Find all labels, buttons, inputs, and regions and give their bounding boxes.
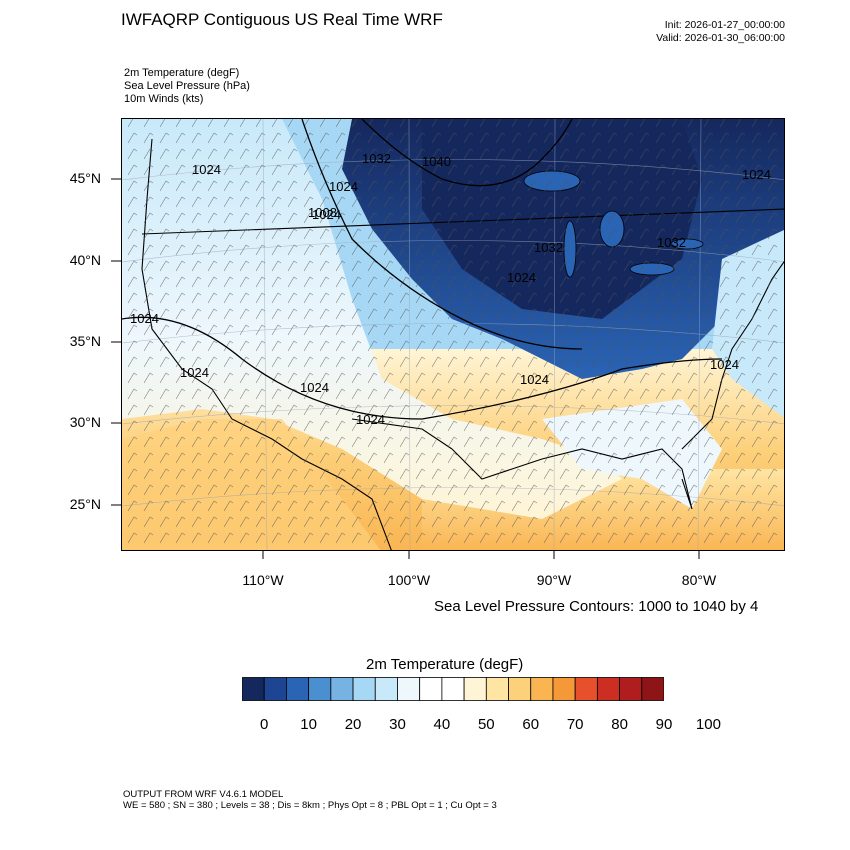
colorbar-label: 10 xyxy=(300,716,317,733)
colorbar-label: 70 xyxy=(566,716,584,733)
valid-time: Valid: 2026-01-30_06:00:00 xyxy=(656,32,785,44)
contour-label: 1024 xyxy=(742,167,771,182)
colorbar-cell xyxy=(463,677,487,701)
lon-label-90w: 90°W xyxy=(536,572,572,588)
colorbar-label: 80 xyxy=(611,716,628,733)
colorbar-label: 100 xyxy=(695,716,721,733)
colorbar-cell xyxy=(352,677,376,701)
colorbar-label: 90 xyxy=(655,716,673,733)
svg-text:1024: 1024 xyxy=(520,372,549,387)
svg-text:1024: 1024 xyxy=(312,207,341,222)
svg-text:1032: 1032 xyxy=(657,235,686,250)
colorbar-cell xyxy=(242,677,265,701)
svg-text:1024: 1024 xyxy=(300,380,329,395)
contour-label: 1024 xyxy=(329,179,358,194)
svg-text:1024: 1024 xyxy=(507,270,536,285)
svg-text:1008: 1008 xyxy=(308,205,337,220)
colorbar-cell xyxy=(263,677,287,701)
colorbar-cell xyxy=(485,677,509,701)
contour-label: 1024 xyxy=(180,365,209,380)
colorbar-cell xyxy=(641,677,664,701)
colorbar-cell xyxy=(330,677,354,701)
contour-label: 1032 xyxy=(362,151,391,166)
svg-text:1032: 1032 xyxy=(362,151,391,166)
map-panel[interactable]: 1024 1024 1024 1032 1040 1032 1024 1032 1024 1024… xyxy=(121,118,785,551)
svg-text:1024: 1024 xyxy=(180,365,209,380)
field-label-pressure: Sea Level Pressure (hPa) xyxy=(124,80,250,92)
contour-label: 1024 xyxy=(507,270,536,285)
colorbar-cell xyxy=(308,677,332,701)
colorbar xyxy=(242,677,664,701)
colorbar-title: 2m Temperature (degF) xyxy=(366,656,524,673)
svg-text:1032: 1032 xyxy=(534,240,563,255)
svg-text:1024: 1024 xyxy=(130,311,159,326)
contour-label: 1008 xyxy=(308,205,337,220)
colorbar-cell xyxy=(596,677,620,701)
contour-label: 1024 xyxy=(130,311,159,326)
lon-label-80w: 80°W xyxy=(681,572,717,588)
svg-text:1024: 1024 xyxy=(356,412,385,427)
colorbar-label: 0 xyxy=(260,716,269,733)
lat-label-30: 30°N xyxy=(69,414,101,430)
lon-label-110w: 110°W xyxy=(242,572,284,588)
colorbar-label: 60 xyxy=(522,716,540,733)
svg-text:1024: 1024 xyxy=(329,179,358,194)
colorbar-cell xyxy=(574,677,598,701)
colorbar-label: 20 xyxy=(344,716,362,733)
lat-label-25: 25°N xyxy=(69,496,101,512)
map-title: IWFAQRP Contiguous US Real Time WRF xyxy=(121,10,443,29)
contour-label: 1024 xyxy=(710,357,739,372)
svg-text:1040: 1040 xyxy=(422,154,451,169)
contour-label: 1040 xyxy=(422,154,451,169)
colorbar-cell xyxy=(619,677,643,701)
colorbar-cell xyxy=(530,677,554,701)
lat-ticks xyxy=(111,178,121,506)
contour-label: 1032 xyxy=(657,235,686,250)
colorbar-cell xyxy=(552,677,576,701)
colorbar-cell xyxy=(508,677,532,701)
footer-model: OUTPUT FROM WRF V4.6.1 MODEL xyxy=(123,789,284,800)
footer-config: WE = 580 ; SN = 380 ; Levels = 38 ; Dis … xyxy=(123,800,497,811)
colorbar-cell xyxy=(374,677,398,701)
colorbar-cell xyxy=(286,677,310,701)
svg-text:1024: 1024 xyxy=(742,167,771,182)
contour-label: 1024 xyxy=(300,380,329,395)
lon-ticks xyxy=(262,551,700,559)
lon-label-100w: 100°W xyxy=(387,572,431,588)
colorbar-label: 40 xyxy=(433,716,451,733)
colorbar-cell xyxy=(441,677,465,701)
contour-label: 1024 xyxy=(192,162,221,177)
colorbar-cell xyxy=(419,677,443,701)
contour-label: 1024 xyxy=(356,412,385,427)
temperature-map: 1024 1024 1024 1032 1040 1032 1024 1032 1024 1024… xyxy=(122,119,784,550)
init-time: Init: 2026-01-27_00:00:00 xyxy=(664,19,785,31)
svg-text:1024: 1024 xyxy=(192,162,221,177)
lat-label-35: 35°N xyxy=(69,333,101,349)
svg-text:1024: 1024 xyxy=(710,357,739,372)
colorbar-label: 50 xyxy=(477,716,495,733)
contour-label: 1024 xyxy=(312,207,341,222)
contour-note: Sea Level Pressure Contours: 1000 to 104… xyxy=(434,598,759,615)
colorbar-label: 30 xyxy=(389,716,406,733)
contour-label: 1032 xyxy=(534,240,563,255)
field-label-temperature: 2m Temperature (degF) xyxy=(124,67,240,79)
lat-label-40: 40°N xyxy=(69,252,101,268)
lat-label-45: 45°N xyxy=(69,170,101,186)
contour-label: 1024 xyxy=(520,372,549,387)
field-label-winds: 10m Winds (kts) xyxy=(124,93,204,105)
colorbar-cell xyxy=(397,677,421,701)
